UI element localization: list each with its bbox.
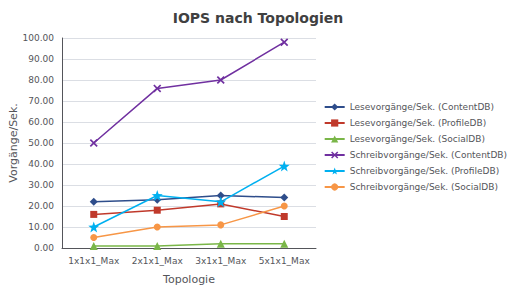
svg-text:60.00: 60.00 xyxy=(28,117,54,127)
svg-text:80.00: 80.00 xyxy=(28,75,54,85)
svg-text:Schreibvorgänge/Sek. (ProfileD: Schreibvorgänge/Sek. (ProfileDB) xyxy=(350,166,500,176)
svg-text:100.00: 100.00 xyxy=(23,33,55,43)
svg-text:10.00: 10.00 xyxy=(28,222,54,232)
svg-text:Lesevorgänge/Sek. (ProfileDB): Lesevorgänge/Sek. (ProfileDB) xyxy=(350,118,487,128)
svg-text:0.00: 0.00 xyxy=(34,243,54,253)
svg-text:2x1x1_Max: 2x1x1_Max xyxy=(132,256,184,266)
svg-text:50.00: 50.00 xyxy=(28,138,54,148)
svg-text:3x1x1_Max: 3x1x1_Max xyxy=(195,256,247,266)
svg-text:1x1x1_Max: 1x1x1_Max xyxy=(68,256,120,266)
svg-text:20.00: 20.00 xyxy=(28,201,54,211)
svg-text:Topologie: Topologie xyxy=(162,273,215,286)
svg-text:IOPS nach Topologien: IOPS nach Topologien xyxy=(173,10,344,26)
svg-text:Schreibvorgänge/Sek. (SocialDB: Schreibvorgänge/Sek. (SocialDB) xyxy=(350,182,498,192)
svg-text:40.00: 40.00 xyxy=(28,159,54,169)
svg-text:30.00: 30.00 xyxy=(28,180,54,190)
svg-text:Lesevorgänge/Sek. (SocialDB): Lesevorgänge/Sek. (SocialDB) xyxy=(350,134,485,144)
svg-text:70.00: 70.00 xyxy=(28,96,54,106)
svg-text:Vorgänge/Sek.: Vorgänge/Sek. xyxy=(7,103,20,183)
svg-text:90.00: 90.00 xyxy=(28,54,54,64)
svg-text:Lesevorgänge/Sek. (ContentDB): Lesevorgänge/Sek. (ContentDB) xyxy=(350,102,494,112)
svg-text:Schreibvorgänge/Sek. (ContentD: Schreibvorgänge/Sek. (ContentDB) xyxy=(350,150,507,160)
svg-text:5x1x1_Max: 5x1x1_Max xyxy=(259,256,311,266)
